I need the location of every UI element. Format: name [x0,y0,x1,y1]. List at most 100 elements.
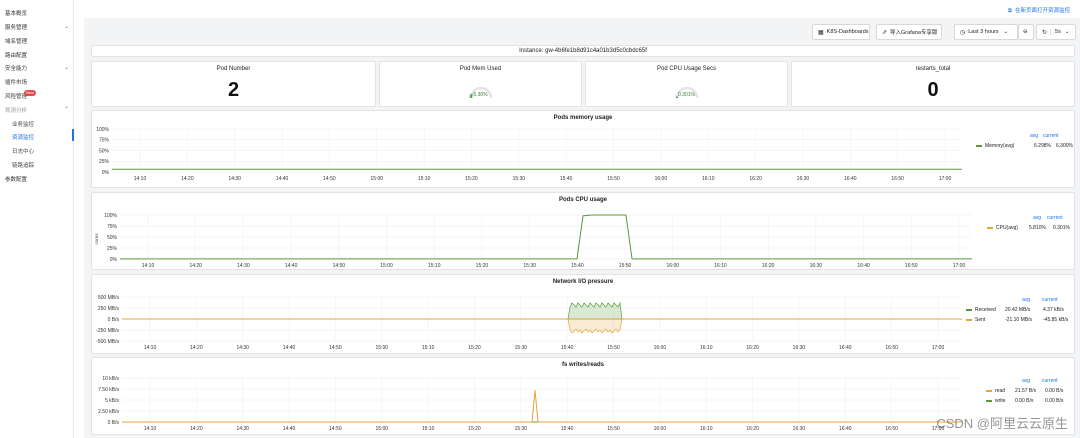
x-tick-label: 16:30 [793,345,806,351]
legend-name: read [995,388,1006,394]
x-tick-label: 15:00 [376,426,389,432]
legend-avg: 0.00 B/s [1015,398,1034,404]
x-tick-label: 16:20 [746,345,759,351]
legend-current: 6.300% [1056,143,1073,149]
x-tick-label: 16:40 [839,345,852,351]
y-tick-label: 50% [99,148,110,154]
y-tick-label: -250 MB/s [96,328,119,334]
sidebar-item-logs[interactable]: 日志中心 [12,149,35,155]
legend-head-avg: avg [1033,215,1042,221]
x-tick-label: 16:00 [654,345,667,351]
x-tick-label: 15:50 [607,345,620,351]
legend-head-current: current [1042,297,1058,303]
sidebar-item-tracing[interactable]: 链路追踪 [12,163,35,169]
dashboard-icon: ▦ [818,29,824,36]
zoom-out-button[interactable]: ⊖ [1018,24,1034,40]
x-tick-label: 14:30 [236,345,249,351]
refresh-picker[interactable]: ↻ 5s ⌄ [1036,24,1076,40]
y-tick-label: 75% [107,224,118,230]
x-tick-label: 14:40 [283,345,296,351]
stat-pod-number: Pod Number 2 [91,61,376,107]
legend-item-memory[interactable]: Memory(avg) 6.298% 6.300% [976,143,1073,149]
x-tick-label: 15:10 [422,426,435,432]
watermark: CSDN @阿里云云原生 [936,416,1068,431]
gauge-value: 0.301% [678,92,695,98]
y-axis-label: cores [94,233,99,245]
legend-current: 0.00 B/s [1045,388,1064,394]
x-tick-label: 14:40 [276,176,289,182]
series-area-sent [567,318,623,334]
legend-item-cpu[interactable]: CPU(avg) 5.810% 0.301% [987,225,1070,231]
sidebar-item-params[interactable]: 参数配置 [5,177,28,183]
external-link-icon: ⧉ [1008,8,1012,14]
sidebar-item-label: 服务管理 [5,25,28,31]
sidebar-item-overview[interactable]: 基本概览 [5,11,28,17]
y-tick-label: 0% [110,257,118,263]
sidebar-item-security[interactable]: 安全能力 ⌄ [5,64,69,72]
x-tick-label: 17:00 [953,263,966,269]
panel-title: Pods CPU usage [558,197,607,203]
x-tick-label: 15:30 [515,345,528,351]
x-tick-label: 14:10 [144,345,157,351]
stat-pod-cpu: Pod CPU Usage Secs 0.301% [585,61,788,107]
legend-item-write[interactable]: write 0.00 B/s 0.00 B/s [986,398,1063,404]
x-tick-label: 15:50 [607,426,620,432]
chevron-down-icon: ⌄ [63,24,69,30]
x-tick-label: 17:00 [932,345,945,351]
legend-item-received[interactable]: Received 20.42 MB/s 4.37 kB/s [966,307,1064,313]
x-tick-label: 15:40 [571,263,584,269]
legend-swatch [986,390,992,392]
legend-item-read[interactable]: read 21.57 B/s 0.00 B/s [986,388,1063,394]
x-tick-label: 15:20 [468,426,481,432]
x-tick-label: 16:30 [793,426,806,432]
x-tick-label: 15:30 [523,263,536,269]
panel-fs: fs writes/reads 10 kB/s 7.50 kB/s 5 kB/s 2.… [91,357,1075,435]
time-range-picker[interactable]: ◷ Last 3 hours ⌄ [954,24,1018,40]
sidebar-item-risk[interactable]: 风险管理 [5,94,28,100]
x-tick-label: 14:40 [283,426,296,432]
legend-head-current: current [1042,378,1058,384]
sidebar-item-observability[interactable]: 观测分析 ⌃ [5,106,69,114]
chevron-down-icon: ⌄ [1064,29,1070,35]
zoom-out-icon: ⊖ [1023,29,1028,35]
x-tick-label: 15:20 [468,345,481,351]
network-chart: 500 MB/s 250 MB/s 0 B/s -250 MB/s -500 MB/s 1… [96,295,962,351]
legend-swatch [987,227,993,229]
legend-item-sent[interactable]: Sent -21.10 MB/s -45.85 kB/s [966,317,1068,323]
sidebar-item-routes[interactable]: 路由配置 [5,53,28,59]
sidebar-item-domains[interactable]: 域名管理 [5,39,28,45]
x-tick-label: 16:10 [714,263,727,269]
stat-title: restarts_total [915,66,951,72]
stat-title: Pod Number [216,66,251,72]
series-line-cpu [120,214,972,260]
import-grafana-button[interactable]: ⇗ 导入Grafana专享版 [876,24,942,40]
x-tick-label: 14:10 [144,426,157,432]
stat-title: Pod CPU Usage Secs [656,66,717,72]
legend-avg: 21.57 B/s [1015,388,1037,394]
gauge-value: 6.30% [473,92,488,98]
sidebar: 基本概览 服务管理 ⌄ 域名管理 路由配置 安全能力 ⌄ 插件市场 风险管理 New… [0,0,74,438]
open-in-new-page-link[interactable]: ⧉ 在新页面打开资源监控 [1008,6,1070,15]
k8s-dashboards-button[interactable]: ▦ K8S-Dashboards [812,24,870,40]
panel-title: Pods memory usage [553,115,613,121]
y-tick-label: 0 B/s [108,317,120,323]
active-indicator [72,129,74,141]
x-tick-label: 15:30 [513,176,526,182]
sidebar-item-business-monitor[interactable]: 业务监控 [12,122,35,128]
x-tick-label: 16:20 [749,176,762,182]
legend-current: 0.301% [1053,225,1070,231]
x-tick-label: 15:10 [428,263,441,269]
memory-chart: 100% 75% 50% 25% 0% 14:10 14:20 14:30 14:40 14:50… [96,127,962,182]
refresh-icon: ↻ [1042,29,1048,36]
legend-current: 4.37 kB/s [1043,307,1064,313]
panel-cpu: Pods CPU usage 100% 75% 50% 25% 0% 14:10 14:20… [91,192,1075,270]
sidebar-item-services[interactable]: 服务管理 ⌄ [5,23,69,31]
legend-current: -45.85 kB/s [1043,317,1069,323]
sidebar-item-resource-monitor[interactable]: 资源监控 [12,135,35,141]
y-tick-label: 2.50 kB/s [98,409,119,415]
x-tick-label: 16:00 [655,176,668,182]
stat-restarts: restarts_total 0 [791,61,1075,107]
sidebar-item-plugins[interactable]: 插件市场 [5,80,28,86]
x-tick-label: 14:20 [181,176,194,182]
x-tick-label: 16:30 [810,263,823,269]
